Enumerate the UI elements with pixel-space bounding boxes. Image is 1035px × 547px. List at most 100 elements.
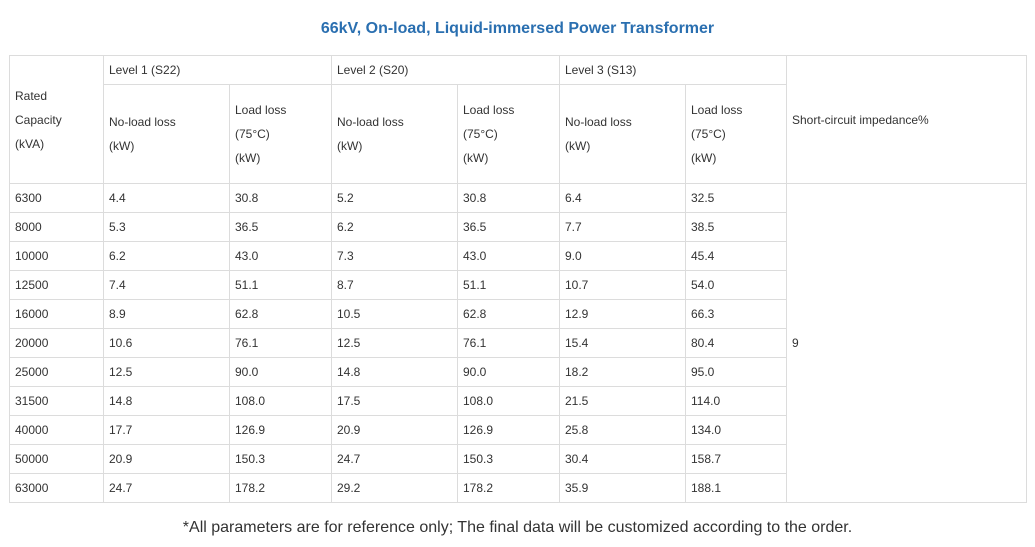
cell-l2-load-loss: 36.5	[457, 212, 560, 242]
cell-l2-no-load-loss: 7.3	[331, 241, 458, 271]
cell-l2-no-load-loss: 8.7	[331, 270, 458, 300]
cell-l2-load-loss: 108.0	[457, 386, 560, 416]
table-row: 25000 12.5 90.0 14.8 90.0 18.2 95.0	[9, 357, 1027, 387]
header-no-load-line-1: No-load loss	[337, 115, 404, 129]
cell-l3-load-loss: 32.5	[685, 183, 787, 213]
cell-l3-load-loss: 80.4	[685, 328, 787, 358]
cell-l3-no-load-loss: 6.4	[559, 183, 686, 213]
header-no-load-line-1: No-load loss	[109, 115, 176, 129]
cell-l1-load-loss: 36.5	[229, 212, 332, 242]
cell-l2-no-load-loss: 6.2	[331, 212, 458, 242]
reference-note: *All parameters are for reference only; …	[182, 519, 853, 536]
cell-l3-no-load-loss: 9.0	[559, 241, 686, 271]
header-load-line-2: (75°C)	[235, 127, 270, 141]
header-rated-capacity-line-3: (kVA)	[15, 136, 45, 151]
cell-l3-no-load-loss: 15.4	[559, 328, 686, 358]
cell-l2-no-load-loss: 29.2	[331, 473, 458, 503]
cell-capacity: 63000	[9, 473, 104, 503]
cell-l2-load-loss: 126.9	[457, 415, 560, 445]
cell-capacity: 6300	[9, 183, 104, 213]
header-l2-load-loss: Load loss (75°C) (kW)	[457, 84, 560, 184]
header-level-2: Level 2 (S20)	[331, 55, 560, 85]
cell-l3-no-load-loss: 35.9	[559, 473, 686, 503]
cell-capacity: 10000	[9, 241, 104, 271]
cell-l1-load-loss: 43.0	[229, 241, 332, 271]
header-level-3: Level 3 (S13)	[559, 55, 787, 85]
table-row: 12500 7.4 51.1 8.7 51.1 10.7 54.0	[9, 270, 1027, 300]
header-load-line-1: Load loss	[691, 103, 743, 117]
cell-l1-load-loss: 90.0	[229, 357, 332, 387]
cell-l1-no-load-loss: 24.7	[103, 473, 230, 503]
cell-l3-no-load-loss: 30.4	[559, 444, 686, 474]
cell-l3-no-load-loss: 21.5	[559, 386, 686, 416]
cell-capacity: 25000	[9, 357, 104, 387]
cell-l2-no-load-loss: 10.5	[331, 299, 458, 329]
cell-l1-load-loss: 126.9	[229, 415, 332, 445]
cell-l3-load-loss: 66.3	[685, 299, 787, 329]
cell-l2-load-loss: 150.3	[457, 444, 560, 474]
cell-l3-load-loss: 38.5	[685, 212, 787, 242]
header-l1-no-load-loss: No-load loss (kW)	[103, 84, 230, 184]
cell-l3-no-load-loss: 7.7	[559, 212, 686, 242]
cell-capacity: 8000	[9, 212, 104, 242]
header-no-load-line-2: (kW)	[109, 139, 135, 153]
cell-l1-no-load-loss: 17.7	[103, 415, 230, 445]
cell-l1-load-loss: 108.0	[229, 386, 332, 416]
table-title: 66kV, On-load, Liquid-immersed Power Tra…	[320, 20, 715, 37]
cell-l1-no-load-loss: 5.3	[103, 212, 230, 242]
table-row: 50000 20.9 150.3 24.7 150.3 30.4 158.7	[9, 444, 1027, 474]
table-row: 63000 24.7 178.2 29.2 178.2 35.9 188.1	[9, 473, 1027, 503]
table-body: 6300 4.4 30.8 5.2 30.8 6.4 32.5 9 8000 5.3 36.5 6.2…	[9, 183, 1027, 503]
table-row: 31500 14.8 108.0 17.5 108.0 21.5 114.0	[9, 386, 1027, 416]
cell-l2-load-loss: 30.8	[457, 183, 560, 213]
cell-l3-load-loss: 54.0	[685, 270, 787, 300]
header-rated-capacity-line-1: Rated	[15, 88, 48, 103]
cell-l1-no-load-loss: 4.4	[103, 183, 230, 213]
cell-capacity: 50000	[9, 444, 104, 474]
transformer-spec-table: Rated Capacity (kVA) Level 1 (S22) Level…	[9, 55, 1027, 503]
cell-l1-load-loss: 51.1	[229, 270, 332, 300]
header-impedance: Short-circuit impedance%	[786, 55, 1027, 184]
cell-l1-load-loss: 30.8	[229, 183, 332, 213]
cell-l1-load-loss: 150.3	[229, 444, 332, 474]
cell-capacity: 31500	[9, 386, 104, 416]
header-level-1: Level 1 (S22)	[103, 55, 332, 85]
header-l3-no-load-loss: No-load loss (kW)	[559, 84, 686, 184]
cell-l2-no-load-loss: 20.9	[331, 415, 458, 445]
header-no-load-line-1: No-load loss	[565, 115, 632, 129]
header-rated-capacity-line-2: Capacity	[15, 112, 62, 127]
cell-l1-no-load-loss: 6.2	[103, 241, 230, 271]
cell-l2-load-loss: 178.2	[457, 473, 560, 503]
table-row: 16000 8.9 62.8 10.5 62.8 12.9 66.3	[9, 299, 1027, 329]
cell-l1-load-loss: 62.8	[229, 299, 332, 329]
cell-capacity: 20000	[9, 328, 104, 358]
cell-l3-load-loss: 158.7	[685, 444, 787, 474]
table-row: 8000 5.3 36.5 6.2 36.5 7.7 38.5	[9, 212, 1027, 242]
cell-l2-load-loss: 76.1	[457, 328, 560, 358]
cell-l3-load-loss: 45.4	[685, 241, 787, 271]
header-load-line-1: Load loss	[235, 103, 287, 117]
header-load-line-3: (kW)	[463, 151, 489, 165]
cell-l2-load-loss: 90.0	[457, 357, 560, 387]
cell-l1-load-loss: 76.1	[229, 328, 332, 358]
cell-l2-no-load-loss: 14.8	[331, 357, 458, 387]
table-row: 10000 6.2 43.0 7.3 43.0 9.0 45.4	[9, 241, 1027, 271]
cell-l2-no-load-loss: 12.5	[331, 328, 458, 358]
cell-l2-load-loss: 43.0	[457, 241, 560, 271]
cell-l1-no-load-loss: 7.4	[103, 270, 230, 300]
header-load-line-2: (75°C)	[463, 127, 498, 141]
header-l2-no-load-loss: No-load loss (kW)	[331, 84, 458, 184]
cell-capacity: 16000	[9, 299, 104, 329]
cell-l3-load-loss: 188.1	[685, 473, 787, 503]
cell-l1-no-load-loss: 8.9	[103, 299, 230, 329]
header-load-line-3: (kW)	[235, 151, 261, 165]
cell-l1-no-load-loss: 14.8	[103, 386, 230, 416]
cell-l3-no-load-loss: 10.7	[559, 270, 686, 300]
table-row: 20000 10.6 76.1 12.5 76.1 15.4 80.4	[9, 328, 1027, 358]
cell-l3-load-loss: 114.0	[685, 386, 787, 416]
cell-l3-load-loss: 134.0	[685, 415, 787, 445]
cell-l2-load-loss: 51.1	[457, 270, 560, 300]
cell-l3-no-load-loss: 25.8	[559, 415, 686, 445]
cell-l1-no-load-loss: 12.5	[103, 357, 230, 387]
header-no-load-line-2: (kW)	[565, 139, 591, 153]
